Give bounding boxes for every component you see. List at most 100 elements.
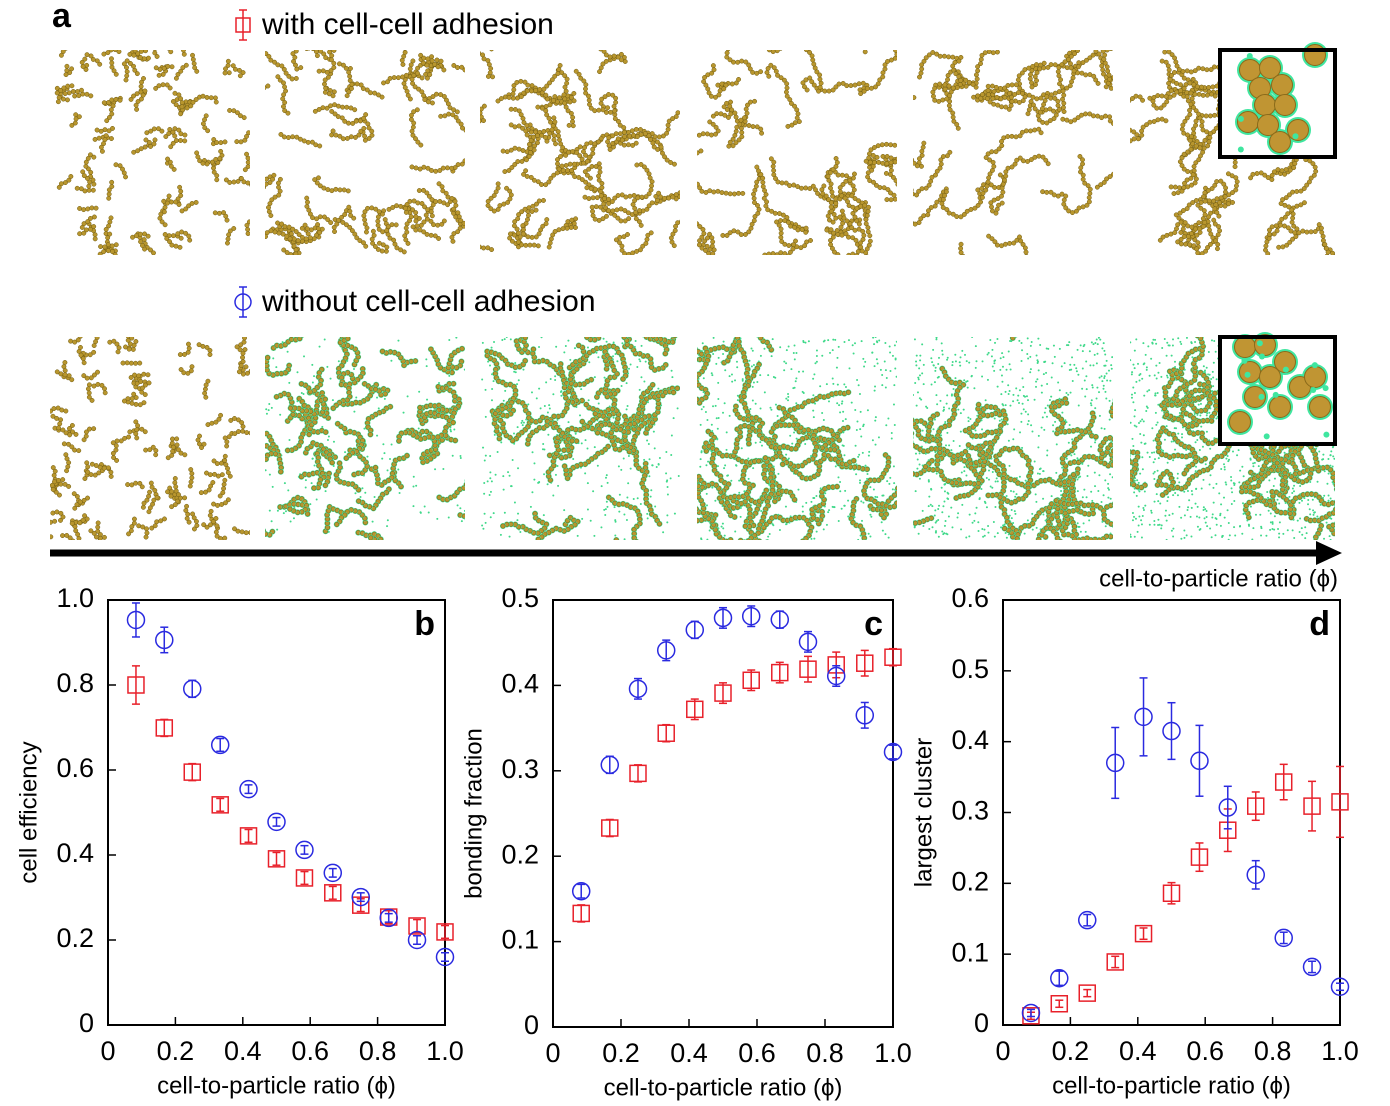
cell bbox=[507, 95, 511, 99]
cell bbox=[894, 179, 898, 183]
cell bbox=[761, 184, 765, 188]
cell bbox=[153, 138, 157, 142]
cell bbox=[430, 101, 434, 105]
cell bbox=[799, 245, 803, 249]
particle bbox=[265, 408, 267, 410]
cell bbox=[255, 196, 259, 200]
cell bbox=[109, 180, 113, 184]
cell bbox=[340, 105, 344, 109]
cell bbox=[1245, 35, 1249, 39]
cell bbox=[905, 154, 909, 158]
cell bbox=[142, 372, 146, 376]
cell bbox=[528, 243, 532, 247]
cell bbox=[549, 237, 553, 241]
cell bbox=[902, 39, 906, 43]
cell bbox=[734, 81, 738, 85]
cell bbox=[1112, 138, 1116, 142]
cell bbox=[363, 209, 367, 213]
cell bbox=[733, 270, 737, 274]
cell bbox=[336, 422, 340, 426]
cell bbox=[1057, 82, 1061, 86]
particle bbox=[428, 511, 430, 513]
cell bbox=[891, 68, 895, 72]
cell bbox=[404, 226, 408, 230]
cell bbox=[926, 208, 930, 212]
cell bbox=[331, 406, 335, 410]
cell bbox=[1267, 236, 1271, 240]
cell bbox=[453, 199, 457, 203]
cell bbox=[472, 231, 476, 235]
cell bbox=[464, 128, 468, 132]
cell bbox=[752, 200, 756, 204]
cell bbox=[1284, 167, 1288, 171]
particle bbox=[397, 468, 399, 470]
cell bbox=[71, 539, 75, 543]
cell bbox=[1207, 224, 1211, 228]
particle bbox=[268, 403, 270, 405]
particle bbox=[269, 474, 271, 476]
cell bbox=[1056, 99, 1060, 103]
cell bbox=[244, 530, 248, 534]
cell bbox=[51, 511, 55, 515]
cell bbox=[426, 166, 430, 170]
cell bbox=[734, 129, 738, 133]
cell bbox=[512, 224, 516, 228]
cell bbox=[249, 183, 253, 187]
cell bbox=[422, 56, 426, 60]
cell bbox=[75, 186, 79, 190]
cell bbox=[716, 83, 720, 87]
cell bbox=[161, 199, 165, 203]
cell bbox=[211, 502, 215, 506]
particle bbox=[413, 476, 415, 478]
cell bbox=[1078, 32, 1082, 36]
cell bbox=[738, 122, 742, 126]
cell bbox=[862, 46, 866, 50]
cell bbox=[526, 213, 530, 217]
cell bbox=[873, 0, 877, 3]
cell bbox=[295, 67, 299, 71]
cell bbox=[909, 40, 913, 44]
cell bbox=[620, 193, 624, 197]
cell bbox=[174, 200, 178, 204]
cell bbox=[247, 220, 251, 224]
cell bbox=[384, 249, 388, 253]
cell bbox=[134, 402, 138, 406]
cell bbox=[842, 260, 846, 264]
cell bbox=[693, 133, 697, 137]
cell bbox=[151, 251, 155, 255]
cell bbox=[74, 528, 78, 532]
cell bbox=[471, 69, 475, 73]
cell bbox=[99, 129, 103, 133]
cell bbox=[102, 101, 106, 105]
particle bbox=[460, 457, 462, 459]
cell bbox=[863, 28, 867, 32]
cell bbox=[138, 361, 142, 365]
cell bbox=[100, 149, 104, 153]
cell bbox=[365, 226, 369, 230]
cell bbox=[354, 119, 358, 123]
cell bbox=[994, 85, 998, 89]
cell bbox=[587, 102, 591, 106]
cell bbox=[194, 151, 198, 155]
cell bbox=[833, 269, 837, 273]
cell bbox=[165, 236, 169, 240]
cell bbox=[1126, 117, 1130, 121]
cell bbox=[644, 194, 648, 198]
cell bbox=[953, 298, 957, 302]
cell bbox=[199, 490, 203, 494]
cell bbox=[909, 156, 913, 160]
particle bbox=[319, 346, 321, 348]
cell bbox=[878, 0, 882, 2]
cell bbox=[72, 491, 76, 495]
cell bbox=[824, 277, 828, 281]
cell bbox=[552, 133, 556, 137]
cell bbox=[998, 86, 1002, 90]
cell bbox=[1087, 200, 1091, 204]
particle bbox=[448, 517, 450, 519]
cell bbox=[871, 200, 875, 204]
cell bbox=[608, 110, 612, 114]
cell bbox=[1080, 71, 1084, 75]
cell bbox=[244, 152, 248, 156]
cell bbox=[1209, 92, 1213, 96]
